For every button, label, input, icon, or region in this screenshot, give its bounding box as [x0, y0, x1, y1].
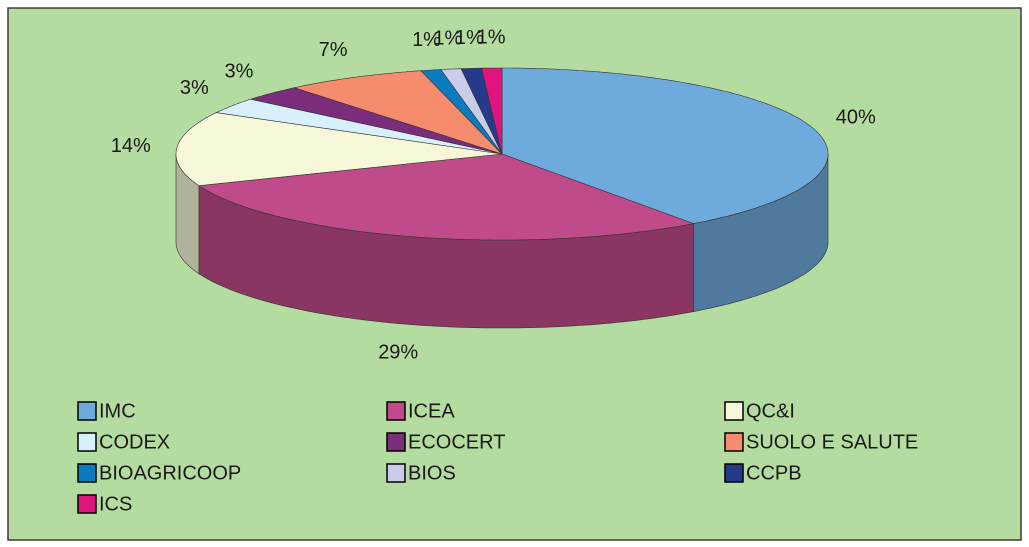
slice — [440, 68, 503, 155]
data-label: 3% — [225, 60, 254, 82]
data-label: 1% — [455, 27, 484, 49]
data-label: 1% — [412, 29, 441, 51]
slice — [420, 69, 503, 155]
slice — [481, 67, 503, 155]
slice — [293, 70, 503, 155]
legend-label: BIOS — [408, 462, 456, 484]
legend-swatch — [386, 401, 406, 421]
data-label: 1% — [433, 28, 462, 50]
legend-label: BIOAGRICOOP — [99, 462, 241, 484]
legend-swatch — [724, 401, 744, 421]
data-label: 40% — [836, 106, 876, 128]
slice — [501, 67, 829, 224]
legend-label: IMC — [99, 400, 136, 422]
slice — [175, 112, 503, 187]
legend-swatch — [77, 432, 97, 452]
legend-swatch — [386, 432, 406, 452]
legend-label: SUOLO E SALUTE — [746, 431, 918, 453]
legend-swatch — [724, 432, 744, 452]
legend-label: ICEA — [408, 400, 455, 422]
legend-swatch — [77, 494, 97, 514]
slice — [460, 67, 503, 155]
legend-label: QC&I — [746, 400, 795, 422]
data-label: 7% — [319, 39, 348, 61]
legend-swatch — [77, 463, 97, 483]
slice — [198, 153, 695, 241]
data-label: 3% — [180, 77, 209, 99]
legend-label: ICS — [99, 493, 132, 515]
legend-swatch — [724, 463, 744, 483]
legend-label: ECOCERT — [408, 431, 505, 453]
legend-label: CCPB — [746, 462, 802, 484]
slice — [215, 98, 503, 155]
legend-swatch — [77, 401, 97, 421]
data-label: 1% — [477, 26, 506, 48]
slice — [249, 87, 503, 155]
legend-swatch — [386, 463, 406, 483]
data-label: 14% — [111, 135, 151, 157]
legend-label: CODEX — [99, 431, 170, 453]
data-label: 29% — [378, 342, 418, 364]
